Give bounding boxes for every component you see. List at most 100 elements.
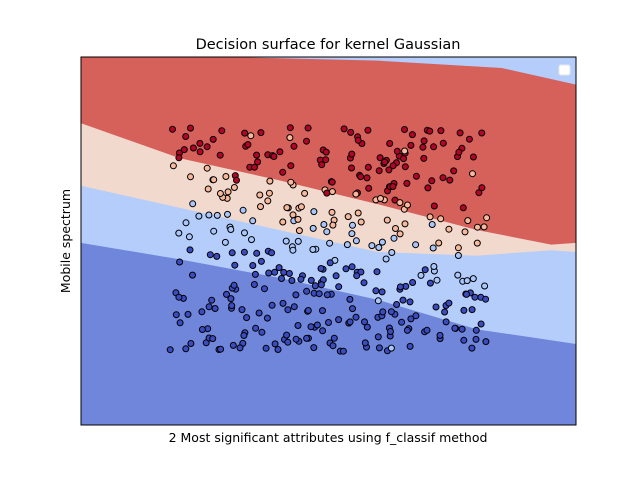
scatter-point — [169, 125, 176, 133]
scatter-point — [376, 154, 384, 162]
scatter-point — [386, 140, 394, 147]
scatter-point — [216, 190, 224, 197]
scatter-point — [280, 268, 288, 276]
scatter-point — [375, 244, 383, 251]
scatter-point — [208, 296, 216, 304]
scatter-point — [322, 156, 330, 164]
scatter-point — [478, 184, 486, 192]
scatter-point — [315, 290, 323, 298]
scatter-point — [284, 306, 292, 314]
scatter-point — [294, 237, 302, 245]
scatter-point — [317, 265, 325, 272]
scatter-point — [283, 331, 291, 339]
scatter-point — [297, 275, 305, 283]
scatter-point — [465, 135, 473, 143]
scatter-point — [230, 281, 238, 289]
scatter-point — [482, 338, 490, 346]
scatter-point — [342, 265, 350, 273]
scatter-point — [472, 335, 480, 343]
scatter-point — [339, 347, 347, 355]
scatter-point — [335, 316, 343, 324]
scatter-point — [428, 221, 436, 228]
scatter-point — [365, 184, 373, 192]
scatter-point — [387, 308, 395, 316]
scatter-point — [340, 125, 348, 133]
scatter-point — [175, 293, 183, 301]
scatter-point — [460, 336, 468, 344]
scatter-point — [224, 188, 232, 196]
scatter-point — [403, 179, 411, 187]
scatter-point — [209, 335, 217, 343]
scatter-point — [445, 225, 453, 233]
scatter-point — [433, 276, 441, 284]
scatter-point — [360, 279, 368, 287]
scatter-point — [335, 283, 343, 291]
scatter-point — [430, 202, 438, 210]
scatter-point — [420, 137, 428, 145]
scatter-point — [469, 275, 477, 283]
chart-title: Decision surface for kernel Gaussian — [196, 37, 461, 53]
scatter-point — [385, 166, 393, 174]
scatter-point — [437, 127, 445, 135]
scatter-point — [461, 228, 469, 236]
scatter-point — [423, 326, 431, 334]
scatter-point — [382, 255, 390, 263]
scatter-point — [328, 188, 336, 196]
scatter-point — [320, 221, 328, 228]
scatter-point — [198, 326, 206, 333]
scatter-point — [275, 264, 283, 272]
scatter-point — [218, 127, 226, 135]
scatter-point — [310, 208, 318, 216]
scatter-point — [213, 252, 221, 260]
scatter-point — [328, 178, 336, 186]
scatter-point — [253, 151, 261, 159]
scatter-point — [346, 318, 354, 326]
scatter-point — [223, 290, 230, 298]
scatter-point — [474, 223, 481, 231]
scatter-point — [322, 148, 330, 156]
scatter-point — [304, 307, 312, 314]
scatter-point — [227, 226, 235, 233]
scatter-point — [206, 251, 214, 259]
scatter-point — [289, 211, 297, 219]
scatter-point — [229, 341, 237, 349]
scatter-point — [290, 303, 298, 311]
scatter-point — [182, 133, 190, 140]
legend-box — [558, 64, 571, 76]
scatter-point — [357, 218, 365, 226]
scatter-point — [430, 263, 438, 270]
scatter-point — [458, 325, 466, 333]
scatter-point — [292, 291, 300, 299]
scatter-point — [274, 346, 282, 353]
scatter-point — [401, 147, 409, 155]
scatter-point — [430, 143, 438, 151]
scatter-point — [186, 246, 194, 254]
scatter-point — [239, 206, 247, 214]
scatter-point — [198, 308, 206, 316]
scatter-point — [409, 279, 417, 286]
scatter-point — [310, 344, 318, 352]
y-axis-label: Mobile spectrum — [58, 189, 73, 293]
scatter-point — [205, 303, 213, 311]
scatter-point — [187, 124, 194, 132]
scatter-point — [454, 271, 462, 279]
scatter-point — [401, 220, 409, 228]
scatter-point — [250, 281, 258, 288]
scatter-point — [263, 314, 271, 322]
scatter-point — [189, 200, 197, 208]
scatter-point — [408, 131, 416, 139]
scatter-point — [271, 268, 279, 276]
scatter-point — [349, 221, 356, 229]
decision-region-class-0 — [81, 242, 576, 425]
scatter-point — [357, 173, 365, 181]
scatter-point — [383, 216, 391, 224]
scatter-point — [396, 199, 404, 207]
scatter-point — [196, 148, 204, 156]
scatter-point — [185, 233, 193, 241]
scatter-point — [283, 204, 291, 212]
scatter-point — [203, 143, 211, 151]
scatter-point — [279, 299, 287, 307]
scatter-point — [166, 346, 174, 354]
scatter-point — [278, 275, 285, 282]
scatter-point — [203, 164, 211, 172]
